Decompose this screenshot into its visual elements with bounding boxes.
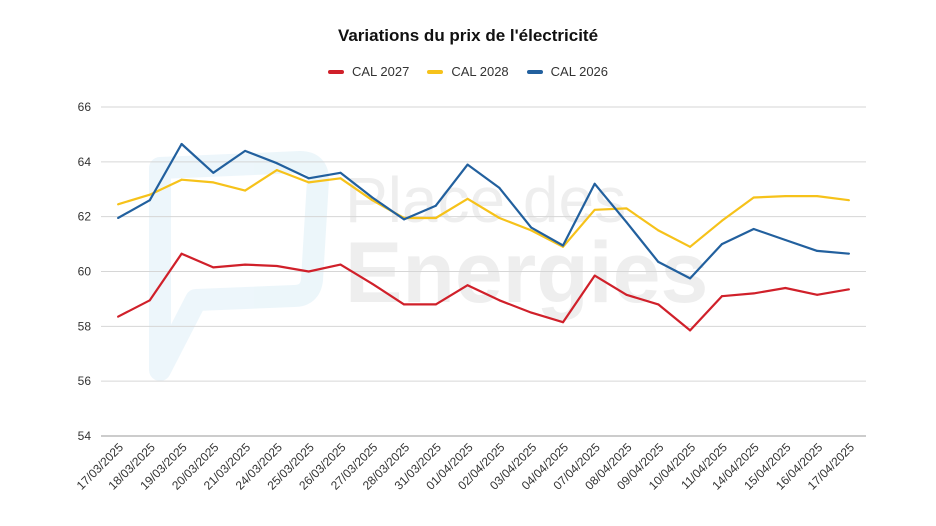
- legend-swatch: [327, 69, 344, 74]
- data-point: [180, 178, 183, 181]
- legend-label: CAL 2027: [351, 64, 410, 79]
- data-point: [117, 217, 119, 220]
- data-point: [498, 299, 501, 302]
- data-point: [371, 196, 374, 199]
- data-point: [371, 282, 374, 285]
- data-point: [434, 217, 437, 220]
- data-point: [434, 204, 437, 207]
- data-point: [180, 143, 183, 146]
- data-point: [561, 321, 564, 324]
- watermark-logo: Place des Energies: [149, 151, 708, 381]
- y-tick-label: 62: [78, 210, 92, 224]
- data-point: [307, 177, 310, 180]
- data-point: [530, 226, 533, 229]
- series-line: [117, 142, 850, 280]
- legend-swatch: [526, 69, 543, 74]
- data-point: [689, 245, 692, 248]
- series-line: [117, 252, 850, 332]
- data-point: [307, 270, 310, 273]
- data-point: [561, 244, 564, 247]
- legend-item: CAL 2028: [427, 64, 509, 79]
- data-point: [625, 221, 628, 224]
- data-point: [371, 199, 374, 202]
- data-point: [307, 181, 310, 184]
- data-point: [657, 303, 660, 306]
- data-point: [244, 149, 247, 152]
- data-point: [848, 288, 850, 291]
- data-point: [466, 284, 469, 287]
- data-point: [689, 277, 692, 280]
- data-point: [784, 286, 787, 289]
- legend-swatch: [427, 69, 444, 74]
- data-point: [339, 171, 342, 174]
- data-point: [244, 189, 247, 192]
- data-point: [593, 274, 596, 277]
- data-point: [593, 208, 596, 211]
- y-tick-label: 56: [78, 374, 92, 388]
- data-point: [752, 228, 755, 231]
- legend-label: CAL 2026: [550, 64, 609, 79]
- grid-lines: [101, 106, 866, 437]
- data-point: [816, 195, 819, 198]
- y-tick-label: 66: [78, 100, 92, 114]
- data-point: [689, 329, 692, 332]
- data-point: [752, 292, 755, 295]
- data-point: [275, 265, 278, 268]
- data-point: [530, 311, 533, 314]
- y-axis: 54 56 58 60 62 64 66: [78, 100, 92, 443]
- data-point: [625, 293, 628, 296]
- data-point: [752, 196, 755, 199]
- data-point: [816, 249, 819, 252]
- series-lines: [117, 142, 850, 332]
- data-point: [403, 303, 406, 306]
- series-line: [117, 169, 850, 248]
- data-point: [466, 197, 469, 200]
- data-point: [275, 162, 278, 165]
- data-point: [212, 171, 215, 174]
- data-point: [180, 252, 183, 255]
- data-point: [657, 229, 660, 232]
- chart-legend: CAL 2027 CAL 2028 CAL 2026: [0, 64, 936, 79]
- data-point: [625, 207, 628, 210]
- legend-item: CAL 2026: [526, 64, 609, 79]
- y-tick-label: 54: [78, 429, 92, 443]
- data-point: [593, 182, 596, 185]
- data-point: [275, 169, 278, 172]
- legend-item: CAL 2027: [327, 64, 410, 79]
- data-point: [403, 218, 406, 221]
- data-point: [117, 203, 119, 206]
- x-axis: 17/03/202518/03/202519/03/202520/03/2025…: [74, 440, 858, 493]
- data-point: [848, 199, 850, 202]
- y-tick-label: 60: [78, 265, 92, 279]
- data-point: [720, 243, 723, 246]
- data-point: [498, 186, 501, 189]
- y-tick-label: 64: [78, 155, 92, 169]
- data-point: [784, 195, 787, 198]
- data-point: [212, 181, 215, 184]
- data-point: [148, 299, 151, 302]
- data-point: [434, 303, 437, 306]
- data-point: [720, 219, 723, 222]
- data-point: [212, 266, 215, 269]
- data-point: [244, 263, 247, 266]
- svg-text:Place des: Place des: [345, 164, 626, 236]
- svg-text:Energies: Energies: [345, 225, 708, 321]
- data-point: [498, 217, 501, 220]
- data-point: [339, 177, 342, 180]
- y-tick-label: 58: [78, 319, 92, 333]
- data-point: [466, 163, 469, 166]
- data-point: [148, 199, 151, 202]
- data-point: [117, 315, 119, 318]
- data-point: [148, 193, 151, 196]
- data-point: [784, 238, 787, 241]
- data-point: [720, 295, 723, 298]
- data-point: [530, 229, 533, 232]
- data-point: [657, 260, 660, 263]
- data-point: [848, 252, 850, 255]
- data-point: [339, 263, 342, 266]
- data-point: [816, 293, 819, 296]
- chart-title: Variations du prix de l'électricité: [337, 26, 599, 45]
- legend-label: CAL 2028: [451, 64, 509, 79]
